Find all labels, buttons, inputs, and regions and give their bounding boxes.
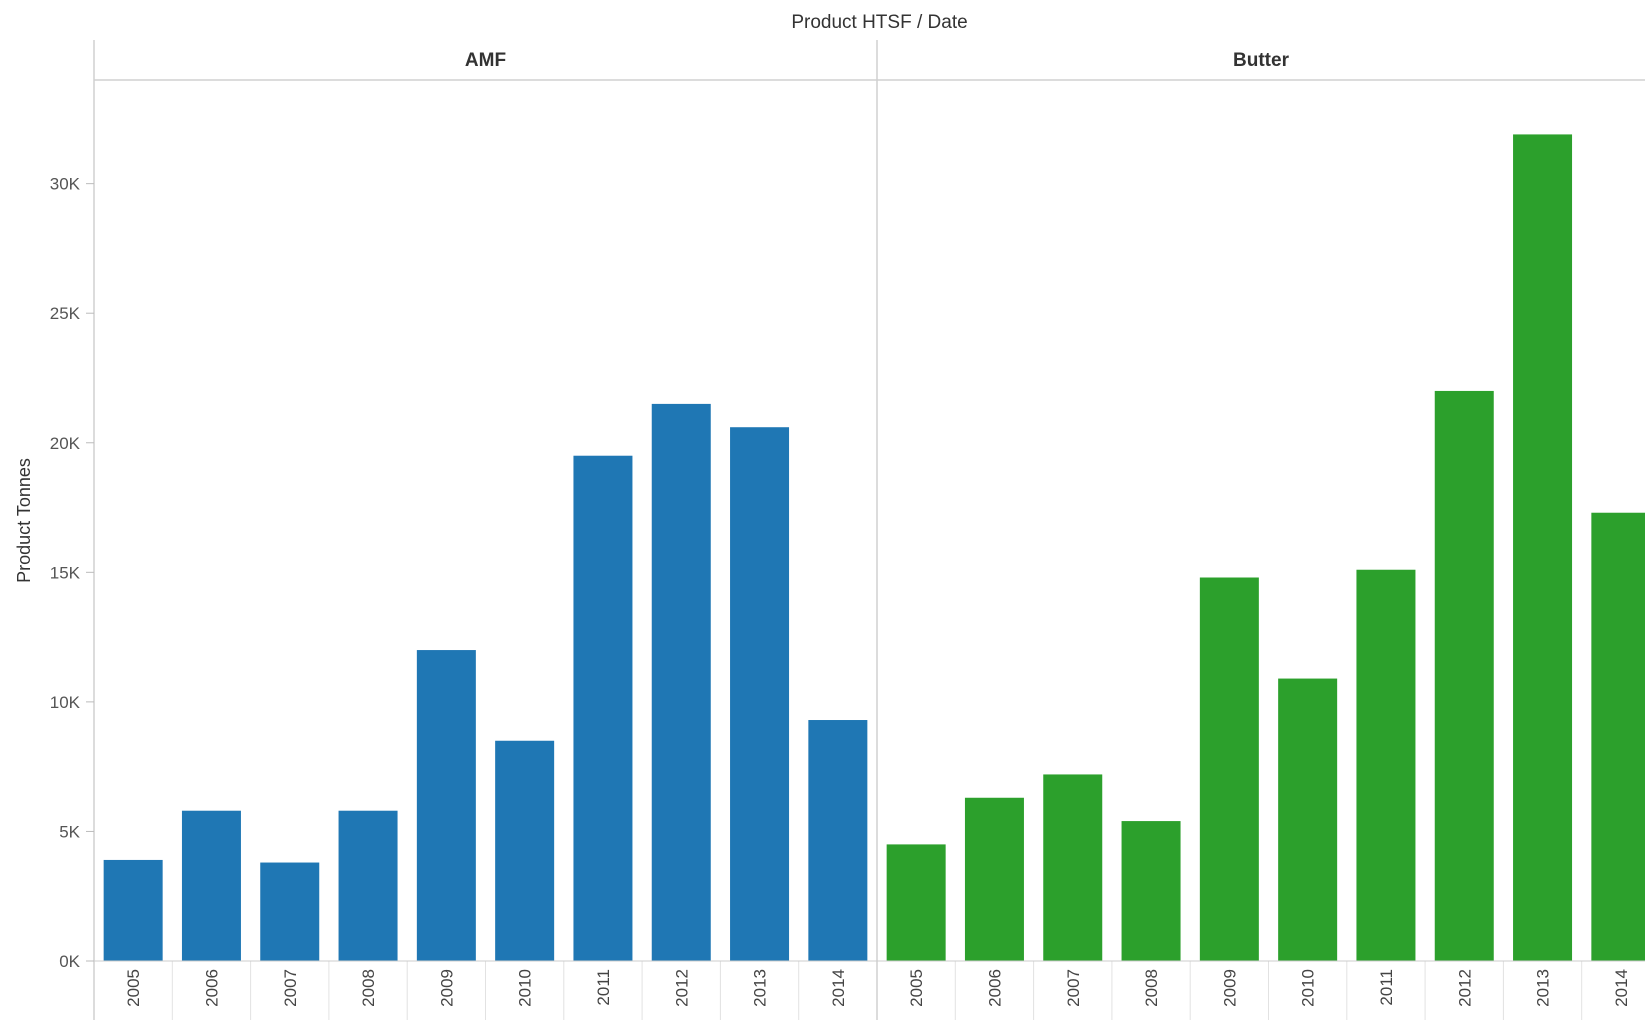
bar-butter-2012[interactable] [1434, 390, 1494, 961]
x-tick-label: 2006 [985, 969, 1004, 1007]
bar-butter-2007[interactable] [1043, 774, 1103, 961]
y-tick-label: 15K [50, 563, 81, 582]
bar-amf-2012[interactable] [651, 403, 711, 961]
y-tick-label: 10K [50, 693, 81, 712]
bar-amf-2008[interactable] [338, 810, 398, 961]
x-tick-label: 2007 [281, 969, 300, 1007]
y-tick-label: 30K [50, 175, 81, 194]
bar-butter-2010[interactable] [1278, 678, 1338, 961]
x-tick-label: 2005 [124, 969, 143, 1007]
x-tick-label: 2013 [751, 969, 770, 1007]
x-tick-label: 2014 [1612, 969, 1631, 1007]
x-tick-label: 2009 [1220, 969, 1239, 1007]
bar-butter-2009[interactable] [1199, 577, 1259, 961]
bar-butter-2013[interactable] [1513, 134, 1573, 962]
chart-title: Product HTSF / Date [791, 12, 967, 33]
x-tick-label: 2013 [1534, 969, 1553, 1007]
bar-butter-2005[interactable] [886, 844, 946, 961]
x-tick-label: 2008 [359, 969, 378, 1007]
y-tick-label: 0K [59, 952, 80, 971]
x-tick-label: 2007 [1064, 969, 1083, 1007]
bar-amf-2005[interactable] [103, 859, 163, 961]
x-tick-label: 2010 [516, 969, 535, 1007]
x-tick-label: 2011 [1377, 969, 1396, 1006]
bar-amf-2011[interactable] [573, 455, 633, 961]
y-axis-label: Product Tonnes [14, 458, 34, 583]
bar-butter-2008[interactable] [1121, 821, 1181, 961]
y-tick-label: 20K [50, 434, 81, 453]
x-tick-label: 2006 [202, 969, 221, 1007]
x-tick-label: 2012 [1455, 969, 1474, 1007]
y-tick-label: 5K [59, 822, 80, 841]
bar-amf-2013[interactable] [730, 427, 790, 961]
x-tick-label: 2010 [1299, 969, 1318, 1007]
panel-header-amf: AMF [465, 50, 506, 71]
x-tick-label: 2012 [672, 969, 691, 1007]
x-tick-label: 2008 [1142, 969, 1161, 1007]
bar-amf-2014[interactable] [808, 720, 868, 961]
bar-butter-2011[interactable] [1356, 569, 1416, 961]
bar-amf-2010[interactable] [495, 740, 555, 961]
bar-butter-2014[interactable] [1591, 512, 1645, 961]
bar-amf-2006[interactable] [181, 810, 241, 961]
x-tick-label: 2005 [907, 969, 926, 1007]
y-tick-label: 25K [50, 304, 81, 323]
bar-amf-2009[interactable] [416, 650, 476, 961]
bar-amf-2007[interactable] [260, 862, 320, 961]
x-tick-label: 2014 [829, 969, 848, 1007]
x-tick-label: 2009 [437, 969, 456, 1007]
panel-header-butter: Butter [1233, 50, 1290, 71]
x-tick-label: 2011 [594, 969, 613, 1006]
bar-butter-2006[interactable] [964, 797, 1024, 961]
